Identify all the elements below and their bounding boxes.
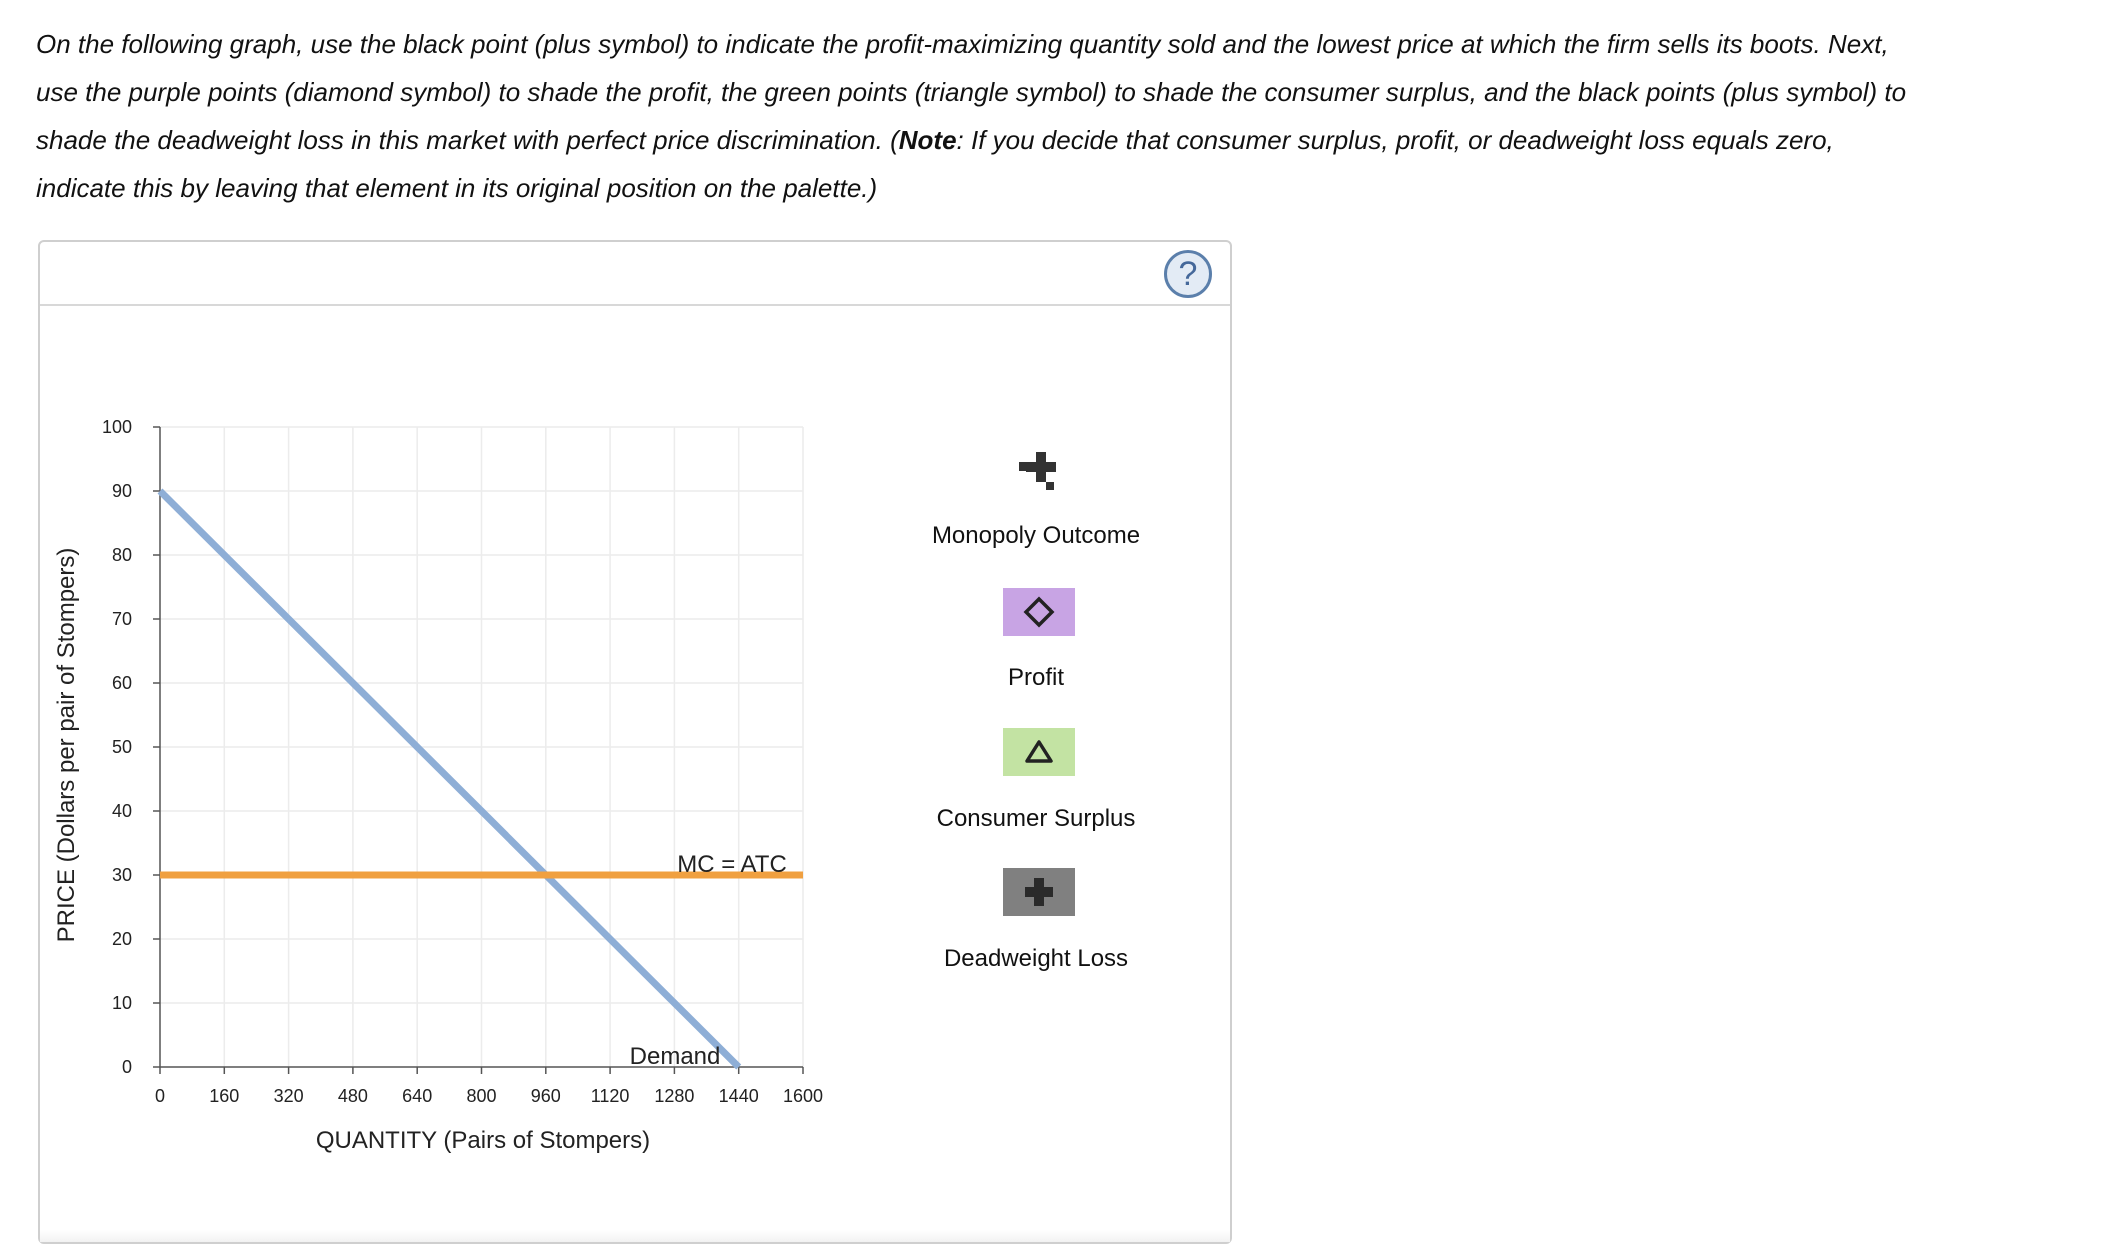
x-tick-label: 1280	[654, 1086, 694, 1106]
palette-label-consumer-surplus: Consumer Surplus	[936, 805, 1136, 832]
curves	[157, 488, 803, 1070]
graph-panel: ? 0 160 320 480 640 800 960 1120 1280 1440 1600 0 10…	[38, 240, 1232, 1244]
y-tick-label: 10	[112, 993, 132, 1013]
x-tick-label: 960	[531, 1086, 561, 1106]
mc-atc-label: MC = ATC	[677, 851, 787, 878]
plus-point-icon	[1019, 462, 1028, 471]
palette-label-deadweight-loss: Deadweight Loss	[943, 945, 1129, 972]
y-tick-label: 0	[122, 1057, 132, 1077]
y-tick-label: 30	[112, 865, 132, 885]
plus-icon	[1025, 878, 1053, 906]
triangle-icon	[1025, 740, 1053, 763]
x-tick-label: 160	[209, 1086, 239, 1106]
x-tick-label: 320	[274, 1086, 304, 1106]
diamond-icon	[1023, 596, 1055, 628]
panel-bottom-edge	[40, 1230, 1230, 1242]
plus-icon-glyph	[1026, 452, 1056, 482]
instructions-part1: On the following graph, use the black po…	[36, 29, 1907, 155]
y-tick-label: 90	[112, 481, 132, 501]
note-label: Note	[898, 125, 957, 155]
x-tick-label: 1600	[783, 1086, 823, 1106]
x-tick-label: 1120	[591, 1086, 630, 1106]
x-tick-label: 640	[402, 1086, 432, 1106]
profit-chip[interactable]	[1003, 588, 1075, 636]
panel-header: ?	[40, 242, 1230, 306]
instructions: On the following graph, use the black po…	[36, 20, 1916, 212]
palette-label-profit: Profit	[1007, 664, 1064, 691]
y-axis-label: PRICE (Dollars per pair of Stompers)	[53, 548, 80, 943]
axes	[153, 426, 804, 1074]
y-tick-label: 20	[112, 929, 132, 949]
gridlines	[160, 426, 804, 1067]
y-tick-label: 80	[112, 545, 132, 565]
x-axis-label: QUANTITY (Pairs of Stompers)	[316, 1127, 650, 1154]
palette-label-monopoly-outcome: Monopoly Outcome	[931, 522, 1141, 549]
help-button[interactable]: ?	[1164, 250, 1212, 298]
demand-label: Demand	[630, 1043, 721, 1070]
x-tick-label: 1440	[719, 1086, 759, 1106]
consumer-surplus-chip[interactable]	[1003, 728, 1075, 776]
y-tick-label: 60	[112, 673, 132, 693]
instructions-part2: : If you decide that consumer surplus, p…	[36, 125, 1834, 203]
deadweight-loss-chip[interactable]	[1003, 868, 1075, 916]
y-tick-label: 40	[112, 801, 132, 821]
x-tick-label: 0	[155, 1086, 165, 1106]
x-tick-label: 800	[466, 1086, 496, 1106]
help-icon: ?	[1178, 255, 1198, 293]
y-tick-label: 100	[102, 417, 132, 437]
plus-point-tail	[1046, 482, 1054, 490]
x-tick-label: 480	[338, 1086, 368, 1106]
price-quantity-chart[interactable]: 0 160 320 480 640 800 960 1120 1280 1440 1600 0 10 20…	[40, 242, 1230, 1242]
monopoly-outcome-point[interactable]	[1008, 446, 1072, 506]
tick-labels: 0 160 320 480 640 800 960 1120 1280 1440 1600 0 10 20…	[102, 417, 823, 1106]
demand-curve	[157, 488, 742, 1070]
y-tick-label: 50	[112, 737, 132, 757]
y-tick-label: 70	[112, 609, 132, 629]
